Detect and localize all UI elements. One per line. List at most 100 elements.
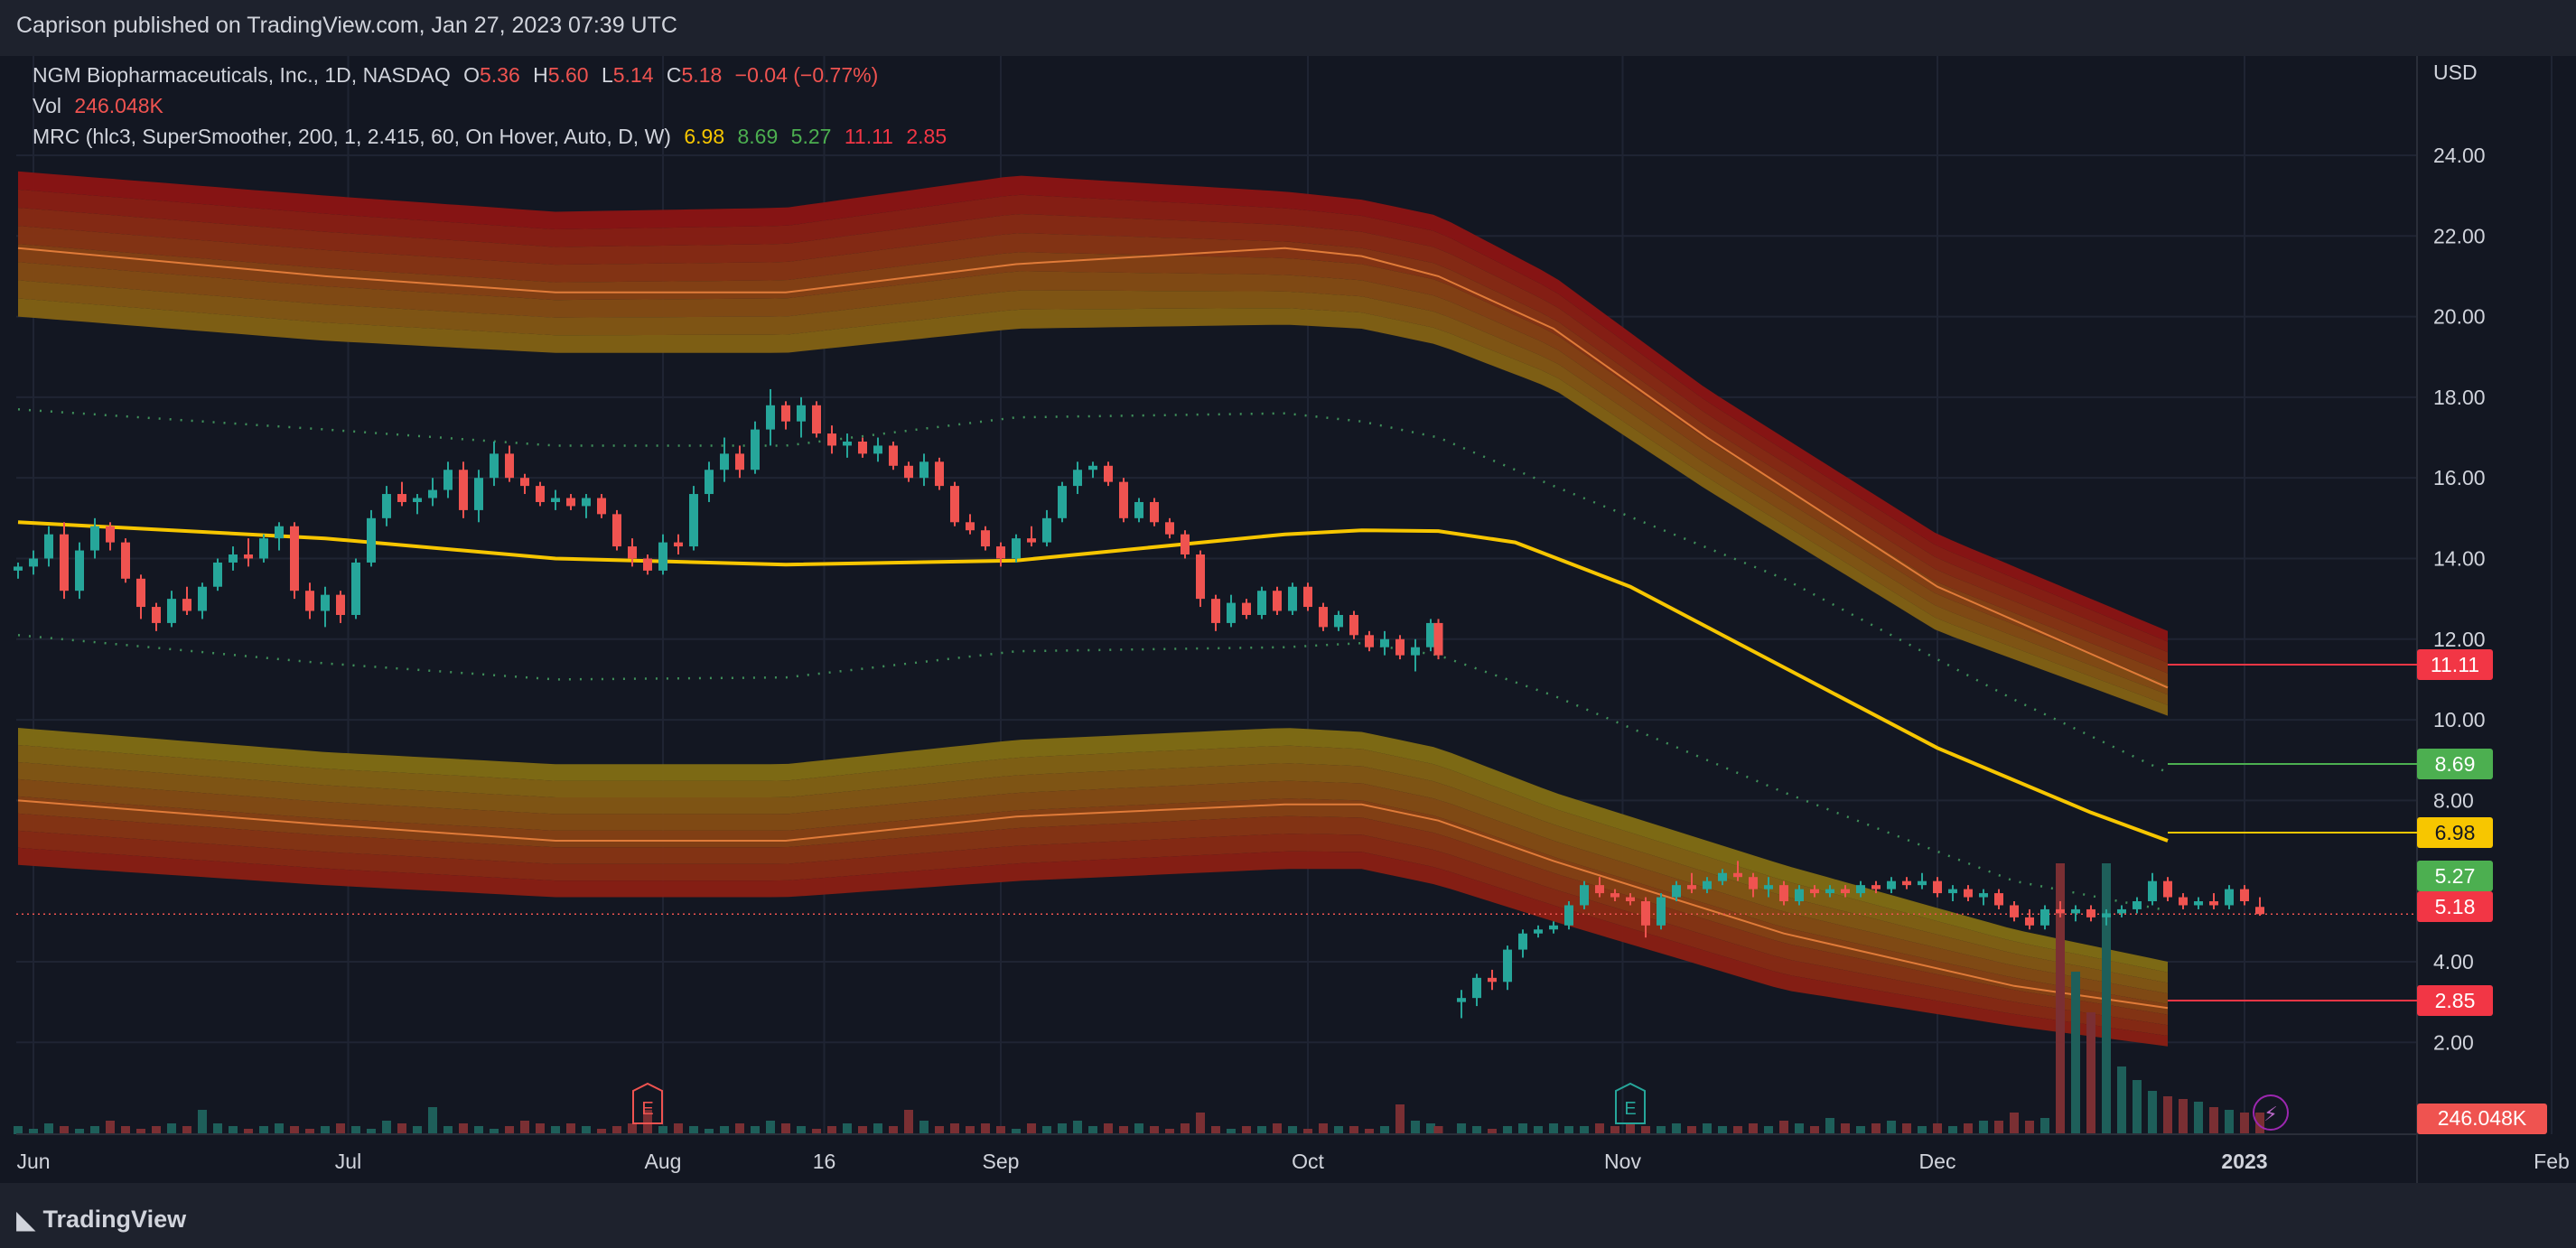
volume-bar <box>413 1126 422 1134</box>
bottom-bar <box>0 1183 2576 1248</box>
candle-body <box>751 429 760 470</box>
candle-body <box>858 441 867 454</box>
candle-body <box>1964 889 1973 898</box>
candle-body <box>689 494 698 547</box>
x-axis-tick-label: Jul <box>335 1150 361 1173</box>
candle-body <box>321 594 330 611</box>
volume-bar <box>2148 1091 2157 1134</box>
x-axis-tick-label: Dec <box>1919 1150 1956 1173</box>
candle-body <box>2040 908 2049 926</box>
volume-bar <box>1810 1126 1819 1134</box>
symbol-name: NGM Biopharmaceuticals, Inc., 1D, NASDAQ <box>33 63 451 87</box>
volume-bar <box>1948 1126 1957 1134</box>
candle-body <box>2071 908 2080 914</box>
candle-body <box>797 405 806 422</box>
volume-bar <box>2179 1099 2188 1134</box>
volume-bar <box>1134 1123 1143 1134</box>
dotted-upper-line <box>17 408 2169 774</box>
lower-band-layer <box>18 847 2168 1047</box>
y-axis-tick-label: 2.00 <box>2433 1030 2474 1054</box>
volume-bar <box>597 1129 606 1134</box>
price-tag <box>2417 891 2493 922</box>
candle-body <box>1979 893 1988 898</box>
volume-bar <box>1288 1126 1297 1134</box>
earnings-event-label: E <box>1624 1099 1636 1119</box>
lower-band-layer <box>18 778 2168 1004</box>
volume-bar <box>459 1123 468 1134</box>
candle-body <box>781 405 790 422</box>
candle-body <box>1626 897 1635 902</box>
volume-bar <box>1918 1126 1927 1134</box>
candle-body <box>505 453 514 479</box>
candle-body <box>597 498 606 515</box>
volume-bar <box>1518 1123 1527 1134</box>
candle-body <box>1657 897 1666 926</box>
volume-bar <box>182 1126 191 1134</box>
volume-bar <box>1856 1126 1865 1134</box>
candle-body <box>1119 481 1128 518</box>
candle-body <box>1749 877 1758 889</box>
volume-bar <box>443 1126 453 1134</box>
tradingview-logo[interactable]: ◣ TradingView <box>16 1205 186 1234</box>
volume-bar <box>1058 1123 1067 1134</box>
y-axis-tick-label: 8.00 <box>2433 788 2474 812</box>
volume-bar <box>474 1126 483 1134</box>
candle-body <box>1426 622 1435 647</box>
x-axis-tick-label: 16 <box>813 1150 836 1173</box>
candles <box>14 388 2264 1019</box>
x-axis-tick-label: Feb <box>2534 1150 2570 1173</box>
candle-body <box>152 607 161 623</box>
candle-body <box>1595 885 1604 894</box>
upper-inner-line <box>17 247 2169 689</box>
volume-bar <box>966 1126 975 1134</box>
lower-band-layer <box>18 745 2168 983</box>
candle-body <box>1795 889 1804 902</box>
volume-bar <box>1764 1126 1773 1134</box>
volume-bar <box>2102 863 2111 1134</box>
candle-body <box>213 562 222 587</box>
candle-body <box>2133 901 2142 909</box>
volume-bar <box>1426 1123 1435 1134</box>
volume-bar <box>2225 1110 2234 1134</box>
volume-bar <box>536 1123 545 1134</box>
candle-body <box>1871 885 1881 889</box>
volume-bar <box>1979 1121 1988 1134</box>
volume-label: Vol <box>33 94 61 117</box>
candle-body <box>459 470 468 510</box>
volume-bar <box>490 1129 499 1134</box>
candle-body <box>1227 602 1236 623</box>
volume-bar <box>1433 1126 1443 1134</box>
candle-body <box>1288 586 1297 611</box>
candle-body <box>1518 933 1527 950</box>
candle-body <box>643 558 652 571</box>
volume-bar <box>336 1123 345 1134</box>
volume-bar <box>1964 1123 1973 1134</box>
volume-bar <box>2071 972 2080 1134</box>
volume-bar <box>2240 1113 2249 1134</box>
candle-body <box>2056 908 2065 914</box>
candle-body <box>889 445 898 466</box>
candle-body <box>474 478 483 510</box>
candle-body <box>1211 599 1220 623</box>
volume-bar <box>351 1126 360 1134</box>
candle-body <box>136 578 145 608</box>
y-axis-tick-label: 24.00 <box>2433 144 2486 167</box>
x-axis-tick-label: Oct <box>1292 1150 1324 1173</box>
price-tag-label: 8.69 <box>2435 752 2476 776</box>
candle-body <box>2025 917 2034 926</box>
upper-band-layer <box>18 298 2168 716</box>
volume-bar <box>582 1126 591 1134</box>
close-label: C <box>666 63 682 87</box>
candle-body <box>566 498 575 507</box>
candle-body <box>1303 586 1312 608</box>
published-info: Caprison published on TradingView.com, J… <box>16 13 677 38</box>
candle-body <box>44 534 53 559</box>
lower-band-layer <box>18 813 2168 1026</box>
candle-body <box>305 591 314 611</box>
volume-bar <box>735 1123 744 1134</box>
volume-bars <box>14 863 2264 1134</box>
volume-bar <box>858 1126 867 1134</box>
volume-bar <box>996 1126 1005 1134</box>
candle-body <box>2010 905 2019 917</box>
